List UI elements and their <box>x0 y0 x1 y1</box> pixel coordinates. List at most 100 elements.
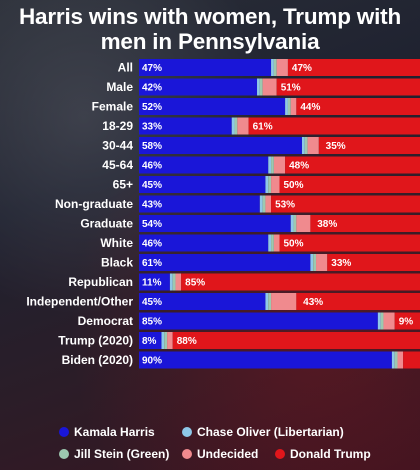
chart-title-line-1: Harris wins with women, Trump with <box>19 4 401 29</box>
bar-segment-undecided <box>273 156 286 174</box>
trump-value-label: 38% <box>317 219 337 230</box>
trump-value-label: 43% <box>303 297 323 308</box>
bar-segment-undecided <box>175 273 182 291</box>
bar-segment-chase-oliver-libertarian <box>271 59 274 76</box>
bar-segment-chase-oliver-libertarian <box>268 234 272 252</box>
trump-value-label: 50% <box>284 180 304 191</box>
trump-value-label: 53% <box>275 200 295 211</box>
category-label-non-graduate: Non-graduate <box>55 197 133 211</box>
harris-value-label: 61% <box>142 258 162 269</box>
bar-segment-donald-trump <box>296 293 420 310</box>
bar-segment-donald-trump <box>285 156 420 174</box>
bar-segment-jill-stein-green <box>271 156 274 174</box>
category-label-biden-2020: Biden (2020) <box>62 353 133 367</box>
bar-segment-donald-trump <box>172 332 420 349</box>
bar-segment-chase-oliver-libertarian <box>265 293 269 310</box>
bar-segment-undecided <box>383 312 395 330</box>
harris-value-label: 46% <box>142 161 162 172</box>
legend-label-undecided: Undecided <box>197 447 258 461</box>
bar-segment-chase-oliver-libertarian <box>161 332 165 349</box>
legend-label-donald-trump: Donald Trump <box>290 447 371 461</box>
legend-label-kamala-harris: Kamala Harris <box>74 425 155 439</box>
bar-segment-kamala-harris <box>139 98 286 115</box>
harris-value-label: 42% <box>142 83 162 94</box>
category-label-republican: Republican <box>68 275 133 289</box>
bar-segment-kamala-harris <box>139 351 392 369</box>
category-label-45-64: 45-64 <box>102 158 133 172</box>
bar-segment-jill-stein-green <box>271 234 274 252</box>
harris-value-label: 90% <box>142 356 162 367</box>
trump-value-label: 61% <box>253 122 273 133</box>
category-label-male: Male <box>106 80 133 94</box>
bar-segment-undecided <box>265 195 272 213</box>
bar-segment-donald-trump <box>403 351 420 369</box>
legend-label-jill-stein-green: Jill Stein (Green) <box>74 447 169 461</box>
bar-segment-jill-stein-green <box>293 215 297 232</box>
bar-segment-donald-trump <box>296 98 420 115</box>
bar-segment-chase-oliver-libertarian <box>377 312 381 330</box>
bar-segment-donald-trump <box>279 234 420 252</box>
legend-swatch-jill-stein-green <box>59 449 69 459</box>
bar-segment-undecided <box>167 332 173 349</box>
bar-segment-jill-stein-green <box>262 195 266 213</box>
bar-segment-donald-trump <box>248 117 420 135</box>
trump-value-label: 85% <box>185 278 205 289</box>
bar-segment-jill-stein-green <box>268 293 272 310</box>
category-label-white: White <box>100 236 133 250</box>
legend-swatch-donald-trump <box>275 449 285 459</box>
bar-segment-donald-trump <box>327 254 420 271</box>
legend-swatch-chase-oliver-libertarian <box>182 427 192 437</box>
category-label-all: All <box>118 61 133 75</box>
category-label-independent-other: Independent/Other <box>26 295 133 309</box>
bar-segment-jill-stein-green <box>273 59 277 76</box>
bar-segment-jill-stein-green <box>380 312 384 330</box>
category-label-trump-2020: Trump (2020) <box>58 334 133 348</box>
bar-segment-jill-stein-green <box>304 137 308 154</box>
trump-value-label: 9% <box>399 317 414 328</box>
trump-value-label: 51% <box>281 83 301 94</box>
bar-segment-undecided <box>397 351 404 369</box>
bar-segment-undecided <box>271 176 280 193</box>
legend-swatch-undecided <box>182 449 192 459</box>
bar-segment-chase-oliver-libertarian <box>285 98 288 115</box>
chart-title-line-2: men in Pennsylvania <box>100 29 320 54</box>
trump-value-label: 50% <box>284 239 304 250</box>
bar-segment-jill-stein-green <box>313 254 317 271</box>
bar-segment-chase-oliver-libertarian <box>301 137 305 154</box>
bar-segment-kamala-harris <box>139 254 311 271</box>
bar-segment-kamala-harris <box>139 59 272 76</box>
bar-segment-kamala-harris <box>139 156 269 174</box>
bar-segment-chase-oliver-libertarian <box>268 156 272 174</box>
bar-segment-chase-oliver-libertarian <box>259 195 263 213</box>
category-label-18-29: 18-29 <box>102 119 133 133</box>
bar-segment-donald-trump <box>271 195 420 213</box>
bar-segment-jill-stein-green <box>172 273 176 291</box>
bar-segment-chase-oliver-libertarian <box>265 176 269 193</box>
bar-segment-chase-oliver-libertarian <box>169 273 173 291</box>
bar-segment-kamala-harris <box>139 117 232 135</box>
bar-segment-undecided <box>316 254 328 271</box>
bar-segment-jill-stein-green <box>268 176 272 193</box>
trump-value-label: 88% <box>177 336 197 347</box>
bar-segment-donald-trump <box>276 78 420 96</box>
bar-segment-undecided <box>296 215 311 232</box>
harris-value-label: 45% <box>142 180 162 191</box>
bar-segment-donald-trump <box>394 312 420 330</box>
bar-segment-donald-trump <box>279 176 420 193</box>
harris-value-label: 85% <box>142 317 162 328</box>
bar-segment-chase-oliver-libertarian <box>231 117 235 135</box>
bar-segment-chase-oliver-libertarian <box>257 78 260 96</box>
harris-value-label: 43% <box>142 200 162 211</box>
bar-segment-donald-trump <box>181 273 420 291</box>
bar-segment-kamala-harris <box>139 78 258 96</box>
bar-segment-undecided <box>307 137 319 154</box>
bar-segment-jill-stein-green <box>234 117 238 135</box>
bar-segment-undecided <box>290 98 297 115</box>
trump-value-label: 33% <box>331 258 351 269</box>
harris-value-label: 11% <box>142 278 162 289</box>
bar-segment-jill-stein-green <box>259 78 263 96</box>
bar-segment-undecided <box>262 78 277 96</box>
bar-segment-kamala-harris <box>139 312 378 330</box>
